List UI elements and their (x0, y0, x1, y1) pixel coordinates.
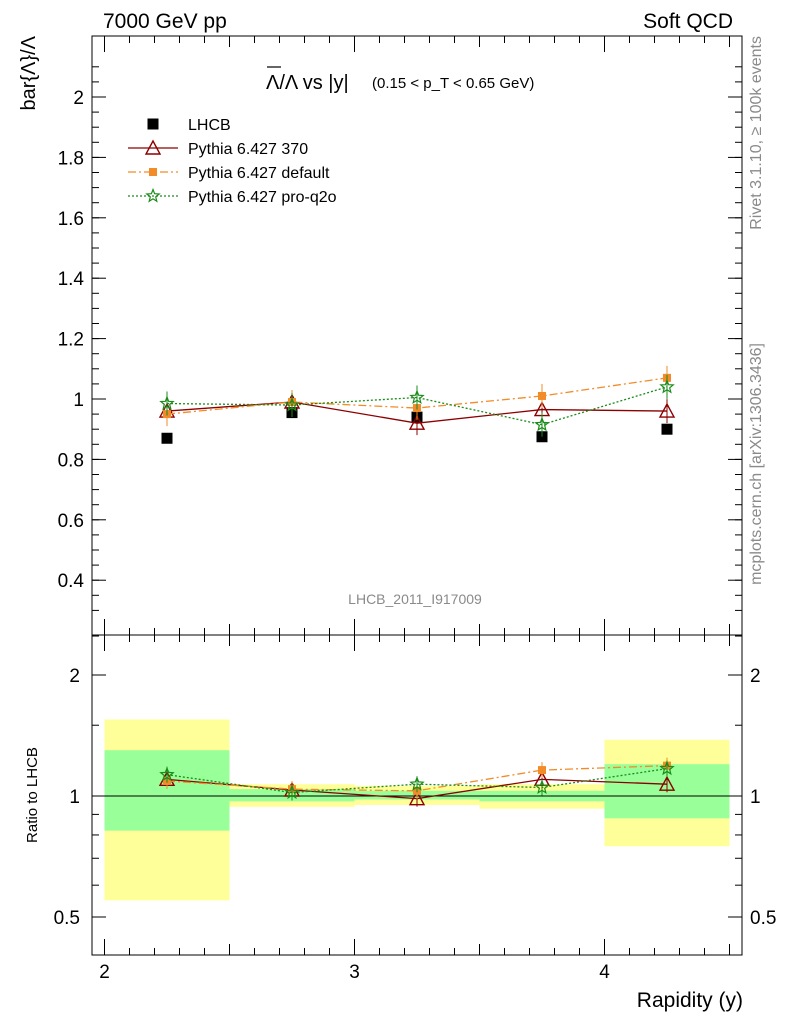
ratio-point (534, 779, 550, 795)
ratio-stat-band (104, 750, 230, 831)
ratio-series (158, 757, 676, 807)
legend-marker (144, 139, 162, 155)
legend: LHCB Pythia 6.427 370 Pythia 6.427 default… (128, 117, 337, 206)
main-ytick-label: 0.8 (58, 450, 84, 471)
ratio-series-line (166, 767, 668, 794)
main-ytick-label: 1.6 (58, 209, 84, 230)
header-right: Soft QCD (643, 10, 733, 33)
ratio-ytick-label: 2 (69, 666, 80, 687)
ratio-ytick-label-right: 2 (750, 666, 761, 687)
xtick-label: 3 (349, 962, 360, 983)
main-ytick-label: 1 (73, 390, 84, 411)
main-series-line (166, 386, 668, 426)
header-left: 7000 GeV pp (103, 10, 227, 33)
main-series (158, 365, 676, 444)
ratio-ytick-label: 0.5 (54, 908, 80, 929)
legend-marker (149, 168, 157, 176)
ratio-point (538, 766, 546, 775)
xtick-label: 2 (99, 962, 110, 983)
legend-label: LHCB (188, 117, 231, 134)
ratio-ylabel: Ratio to LHCB (24, 747, 41, 843)
ratio-point (409, 776, 425, 791)
main-ytick-label: 1.8 (58, 148, 84, 169)
main-ylabel: bar{Λ}/Λ (18, 35, 40, 110)
main-point (284, 396, 300, 412)
main-title: Λ/Λ vs |y| (0.15 < p_T < 0.65 GeV) (266, 66, 534, 94)
main-point (161, 432, 173, 444)
legend-label: Pythia 6.427 370 (188, 141, 308, 158)
main-title-cut: (0.15 < p_T < 0.65 GeV) (372, 75, 534, 92)
legend-label: Pythia 6.427 pro-q2o (188, 189, 337, 206)
watermark: LHCB_2011_I917009 (348, 591, 482, 607)
ratio-ytick-label: 1 (69, 787, 80, 808)
ratio-frame (91, 634, 743, 956)
main-point (159, 395, 175, 411)
main-point (538, 391, 546, 400)
xtick-label: 4 (599, 962, 610, 983)
ratio-point (284, 784, 300, 800)
xlabel: Rapidity (y) (637, 989, 743, 1012)
main-point (536, 431, 548, 443)
ratio-point (659, 760, 675, 776)
main-title-text: Λ/Λ vs |y| (266, 72, 349, 94)
main-ytick-label: 2 (73, 88, 84, 109)
main-point (659, 378, 675, 394)
rivet-label: Rivet 3.1.10, ≥ 100k events (748, 36, 765, 230)
main-point (661, 423, 673, 435)
ratio-point (159, 766, 175, 782)
main-ytick-label: 1.2 (58, 330, 84, 351)
main-point (534, 416, 550, 432)
ratio-point (408, 790, 426, 806)
main-ytick-label: 1.4 (58, 269, 85, 290)
legend-marker (145, 187, 161, 203)
main-ytick-label: 0.4 (58, 571, 85, 592)
main-point (658, 402, 676, 418)
ratio-bands (104, 719, 730, 901)
legend-marker (147, 118, 159, 130)
ratio-ytick-label-right: 0.5 (750, 908, 776, 929)
source-label: mcplots.cern.ch [arXiv:1306.3436] (748, 343, 765, 585)
main-series-line (166, 377, 668, 415)
ratio-point (658, 775, 676, 791)
ratio-ytick-label-right: 1 (750, 787, 761, 808)
main-ytick-label: 0.6 (58, 511, 84, 532)
legend-label: Pythia 6.427 default (188, 165, 330, 182)
main-point (409, 389, 425, 405)
main-point (408, 414, 426, 430)
